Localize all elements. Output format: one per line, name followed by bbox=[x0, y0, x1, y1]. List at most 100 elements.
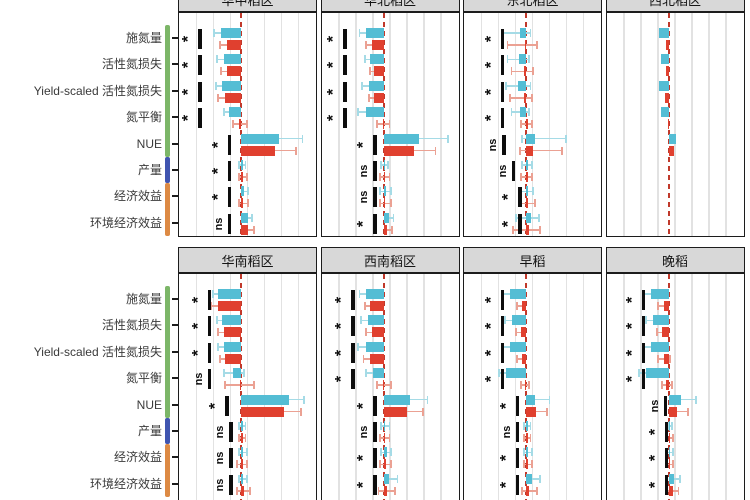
significance-bar bbox=[373, 474, 377, 495]
axis-tick bbox=[171, 377, 178, 380]
error-bar-cap bbox=[237, 173, 240, 181]
bar bbox=[526, 394, 535, 405]
bar bbox=[645, 368, 669, 379]
error-bar bbox=[388, 217, 394, 219]
error-bar-cap bbox=[244, 434, 247, 442]
bar bbox=[526, 145, 534, 156]
error-bar-cap bbox=[509, 93, 512, 102]
error-bar-cap bbox=[537, 213, 540, 222]
gridline bbox=[338, 13, 340, 236]
bar bbox=[525, 40, 527, 50]
gridline bbox=[229, 274, 232, 500]
bar bbox=[366, 107, 384, 118]
bar bbox=[383, 459, 386, 470]
gridline bbox=[280, 13, 283, 236]
significance-bar bbox=[500, 342, 505, 363]
bar bbox=[367, 315, 384, 326]
significance-bar bbox=[518, 213, 522, 234]
gridline bbox=[548, 274, 551, 500]
bar bbox=[519, 107, 527, 118]
gridline bbox=[280, 274, 283, 500]
error-bar-cap bbox=[638, 369, 640, 378]
error-bar-cap bbox=[358, 29, 361, 37]
error-bar-cap bbox=[520, 173, 522, 181]
bar bbox=[223, 341, 242, 352]
zero-reference-line bbox=[240, 274, 243, 500]
bar bbox=[668, 473, 675, 484]
bar bbox=[526, 212, 531, 223]
bar bbox=[218, 301, 242, 311]
significance-label: * bbox=[497, 455, 515, 462]
error-bar-cap bbox=[214, 81, 217, 90]
zero-reference-line bbox=[667, 274, 670, 500]
error-bar-cap bbox=[528, 55, 531, 64]
significance-bar bbox=[500, 316, 505, 337]
panel-body: * * * * * ns * * bbox=[320, 273, 460, 500]
bar bbox=[383, 406, 408, 417]
error-bar-cap bbox=[528, 381, 531, 390]
bar bbox=[668, 394, 682, 405]
category-group-bar-yield bbox=[165, 418, 170, 444]
row-label: 活性氮损失 bbox=[101, 57, 162, 72]
error-bar-cap bbox=[237, 422, 240, 430]
error-bar bbox=[386, 229, 393, 231]
error-bar-cap bbox=[389, 448, 392, 457]
error-bar-cap bbox=[522, 448, 525, 457]
significance-bar bbox=[227, 187, 232, 208]
panel-title-strip: 西南稻区 bbox=[320, 247, 460, 273]
significance-label: * bbox=[325, 62, 343, 69]
gridline bbox=[440, 274, 442, 500]
error-bar-cap bbox=[388, 120, 391, 129]
significance-label: ns bbox=[214, 451, 227, 465]
bar bbox=[370, 353, 384, 364]
error-bar bbox=[212, 293, 219, 295]
bar bbox=[241, 198, 244, 209]
bar bbox=[383, 473, 389, 484]
significance-label: * bbox=[482, 296, 500, 304]
significance-label: * bbox=[333, 323, 351, 330]
error-bar bbox=[516, 305, 526, 307]
gridline bbox=[423, 274, 425, 500]
significance-label: * bbox=[180, 88, 197, 95]
significance-bar bbox=[229, 422, 233, 442]
bar bbox=[241, 421, 243, 431]
error-bar-cap bbox=[644, 316, 647, 325]
error-bar-cap bbox=[358, 290, 361, 298]
bar bbox=[373, 92, 384, 103]
panel-title-strip: 华南稻区 bbox=[178, 247, 317, 273]
bar bbox=[382, 380, 384, 391]
significance-label: * bbox=[333, 296, 351, 304]
gridline bbox=[440, 13, 442, 236]
error-bar bbox=[503, 32, 531, 34]
panel-body bbox=[605, 12, 745, 237]
panel-body: * * * ns * ns ns ns bbox=[178, 273, 317, 500]
error-bar-cap bbox=[389, 460, 392, 469]
gridline bbox=[565, 13, 568, 236]
gridline bbox=[480, 274, 483, 500]
bar bbox=[668, 485, 674, 496]
error-bar bbox=[215, 85, 223, 87]
error-bar-cap bbox=[303, 395, 305, 404]
significance-label: * bbox=[209, 167, 227, 175]
bar bbox=[229, 107, 242, 118]
error-bar-cap bbox=[539, 225, 541, 234]
error-bar-cap bbox=[536, 41, 539, 49]
error-bar bbox=[670, 437, 674, 439]
error-bar bbox=[211, 305, 219, 307]
error-bar-cap bbox=[506, 41, 509, 49]
error-bar-cap bbox=[518, 146, 521, 155]
significance-label: * bbox=[355, 455, 373, 462]
bar bbox=[522, 353, 527, 364]
row-label: 经济效益 bbox=[113, 189, 162, 204]
error-bar bbox=[510, 97, 532, 99]
significance-bar bbox=[663, 395, 668, 416]
significance-bar bbox=[351, 342, 355, 363]
significance-label: * bbox=[623, 349, 641, 356]
gridline bbox=[355, 13, 357, 236]
error-bar-cap bbox=[222, 369, 225, 378]
significance-bar bbox=[207, 369, 212, 390]
panel-title: 早稻 bbox=[519, 253, 546, 269]
bar bbox=[526, 459, 528, 470]
error-bar-cap bbox=[657, 302, 659, 310]
gridline bbox=[657, 13, 659, 236]
